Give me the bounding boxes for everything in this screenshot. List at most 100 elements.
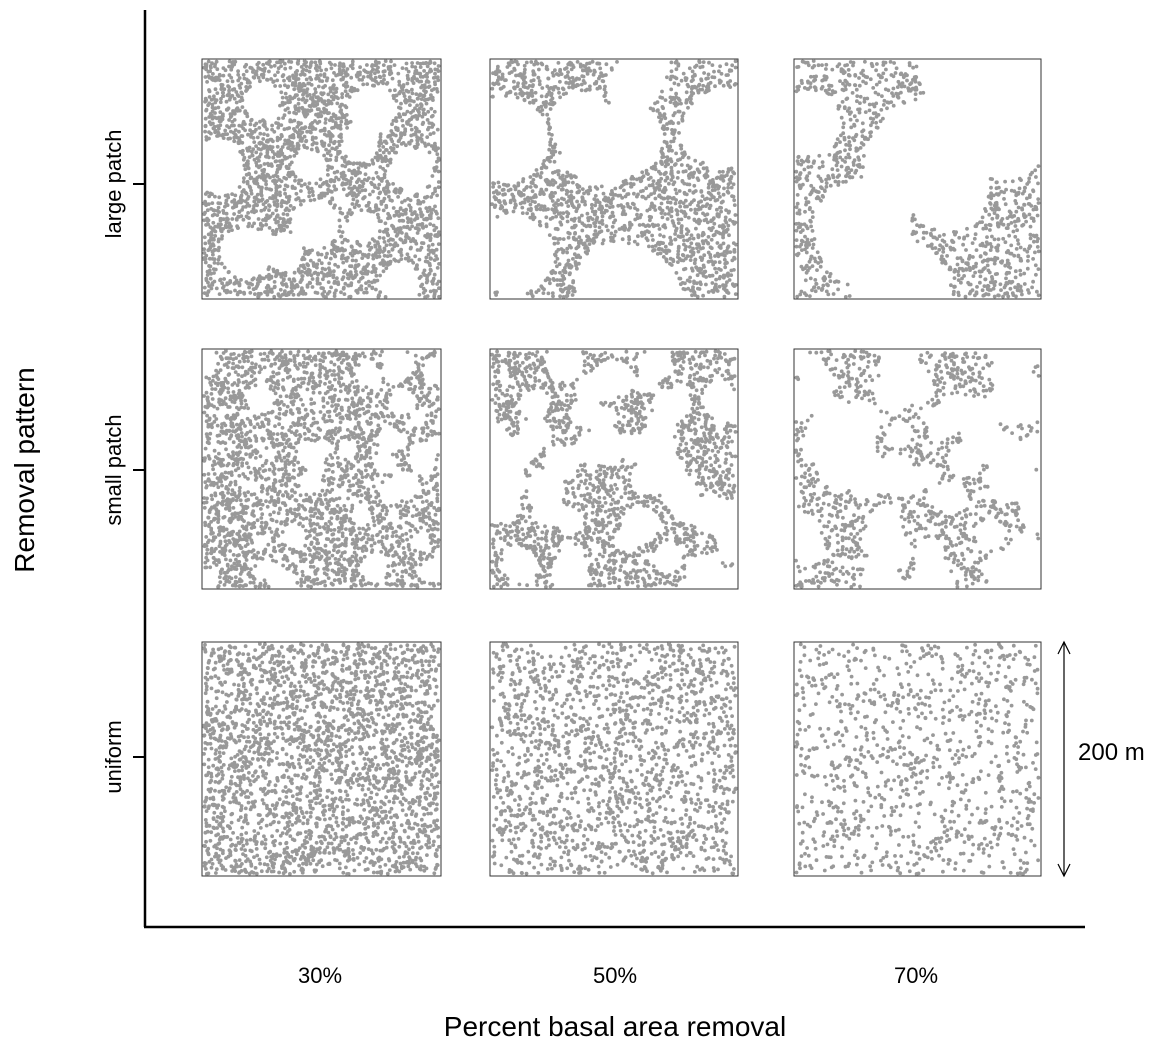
tree-point xyxy=(635,216,640,221)
tree-point xyxy=(319,68,323,73)
tree-point xyxy=(844,179,848,184)
tree-point xyxy=(683,198,688,203)
tree-point xyxy=(633,206,637,211)
tree-point xyxy=(313,66,318,71)
tree-point xyxy=(302,111,306,116)
tree-point xyxy=(550,207,555,212)
tree-point xyxy=(507,71,512,76)
tree-point xyxy=(428,256,433,261)
tree-point xyxy=(525,291,530,296)
tree-point xyxy=(328,189,333,194)
tree-point xyxy=(728,180,733,185)
tree-point xyxy=(406,220,410,225)
tree-point xyxy=(211,252,215,257)
tree-point xyxy=(291,81,295,85)
tree-point xyxy=(299,202,303,207)
tree-point xyxy=(585,234,589,239)
tree-point xyxy=(312,104,316,108)
tree-point xyxy=(563,75,568,79)
tree-point xyxy=(696,84,701,88)
tree-point xyxy=(430,95,435,100)
tree-point xyxy=(227,85,232,90)
tree-point xyxy=(843,148,847,153)
tree-point xyxy=(302,72,307,77)
tree-point xyxy=(538,175,543,180)
tree-point xyxy=(218,277,223,282)
tree-point xyxy=(308,281,313,285)
tree-point xyxy=(893,71,898,75)
tree-point xyxy=(401,124,405,128)
tree-point xyxy=(598,66,603,71)
tree-point xyxy=(424,255,429,260)
tree-point xyxy=(874,101,879,106)
tree-point xyxy=(385,231,389,235)
tree-point xyxy=(289,141,294,145)
tree-point xyxy=(565,170,570,175)
tree-point xyxy=(973,264,978,269)
tree-point xyxy=(714,277,718,282)
tree-point xyxy=(501,192,505,197)
tree-point xyxy=(692,281,696,285)
tree-point xyxy=(250,209,254,214)
tree-point xyxy=(246,215,250,220)
tree-point xyxy=(275,167,280,172)
tree-point xyxy=(544,224,549,229)
tree-point xyxy=(379,219,383,224)
tree-point xyxy=(341,187,346,192)
tree-point xyxy=(539,104,544,109)
tree-point xyxy=(655,252,660,256)
tree-point xyxy=(405,73,410,78)
tree-point xyxy=(275,204,280,209)
tree-point xyxy=(216,133,221,138)
tree-point xyxy=(837,62,842,66)
tree-point xyxy=(233,193,238,198)
tree-point xyxy=(378,290,383,294)
tree-point xyxy=(706,290,711,294)
tree-point xyxy=(286,170,291,175)
tree-point xyxy=(217,72,222,77)
tree-point xyxy=(520,205,525,210)
tree-point xyxy=(559,187,564,192)
tree-point xyxy=(647,244,651,249)
tree-point xyxy=(659,195,664,200)
tree-point xyxy=(660,155,665,160)
tree-point xyxy=(350,258,355,263)
tree-point xyxy=(308,96,313,101)
tree-point xyxy=(202,235,207,240)
tree-point xyxy=(299,183,304,188)
panel-large-patch-50pct xyxy=(489,58,739,300)
tree-point xyxy=(705,85,709,90)
tree-point xyxy=(296,97,301,102)
tree-point xyxy=(566,180,571,185)
tree-point xyxy=(330,196,335,201)
tree-point xyxy=(307,194,311,199)
tree-point xyxy=(209,286,214,291)
tree-point xyxy=(435,233,440,237)
tree-point xyxy=(424,280,429,285)
tree-point xyxy=(332,91,336,96)
tree-point xyxy=(675,212,680,217)
tree-point xyxy=(371,176,376,181)
tree-point xyxy=(708,197,713,202)
tree-point xyxy=(511,194,516,199)
tree-point xyxy=(263,205,268,210)
tree-point xyxy=(862,154,866,158)
tree-point xyxy=(563,179,567,184)
tree-point xyxy=(280,292,285,297)
tree-point xyxy=(567,243,572,248)
tree-point xyxy=(577,235,582,240)
tree-point xyxy=(613,229,618,234)
tree-point xyxy=(287,194,292,199)
tree-point xyxy=(685,204,689,209)
tree-point xyxy=(212,94,216,99)
tree-point xyxy=(706,185,711,190)
tree-point xyxy=(332,71,336,75)
tree-point xyxy=(428,238,433,243)
tree-point xyxy=(1025,266,1030,271)
tree-point xyxy=(988,202,993,206)
tree-point xyxy=(340,92,345,96)
tree-point xyxy=(416,96,420,101)
tree-point xyxy=(820,194,825,198)
tree-point xyxy=(214,286,219,291)
tree-point xyxy=(337,229,342,234)
